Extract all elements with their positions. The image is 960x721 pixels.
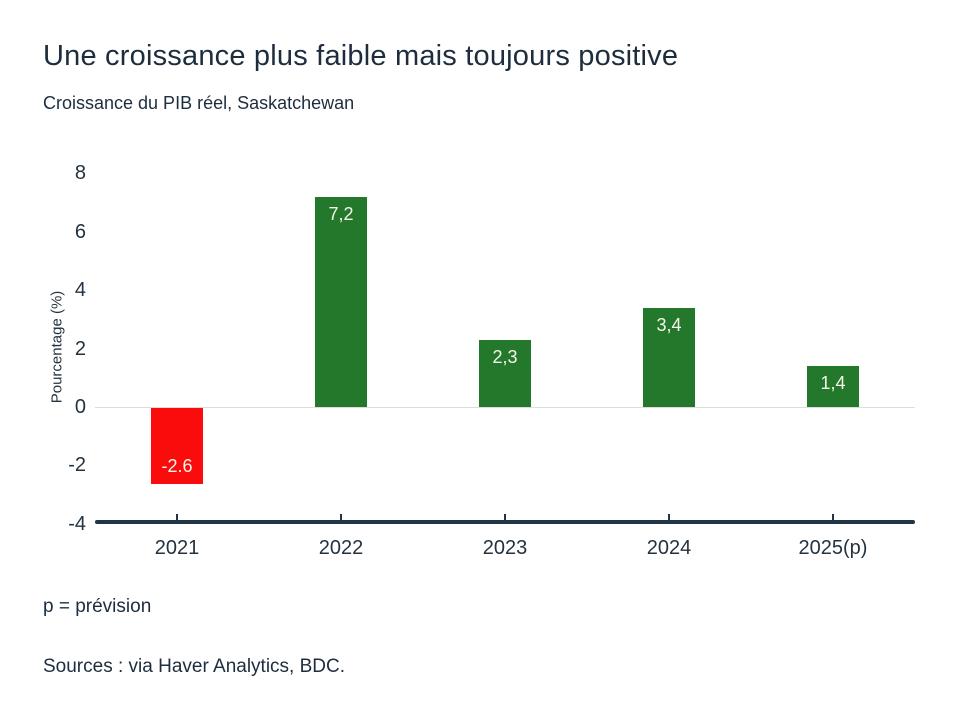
- y-tick-label: -4: [68, 512, 86, 535]
- bar-value-label: -2.6: [161, 455, 193, 476]
- forecast-note: p = prévision: [43, 596, 152, 617]
- sources-note: Sources : via Haver Analytics, BDC.: [43, 656, 345, 677]
- x-tick-mark: [504, 514, 506, 520]
- x-tick-label: 2025(p): [798, 537, 868, 559]
- y-tick-label: 4: [74, 279, 86, 302]
- y-tick-label: 8: [74, 162, 86, 185]
- bar-2024: [643, 307, 695, 407]
- y-tick-label: 6: [74, 220, 86, 243]
- x-tick-label: 2022: [318, 537, 364, 559]
- page-subtitle: Croissance du PIB réel, Saskatchewan: [43, 93, 355, 113]
- bar-value-label: 3,4: [656, 314, 682, 335]
- x-tick-mark: [340, 514, 342, 520]
- bar-2021: [151, 408, 203, 484]
- y-tick-label: -2: [68, 454, 86, 477]
- x-tick-label: 2021: [154, 537, 200, 559]
- y-tick-label: 2: [74, 337, 86, 360]
- x-axis-line: [95, 520, 915, 524]
- page-title: Une croissance plus faible mais toujours…: [43, 40, 679, 72]
- x-tick-label: 2023: [482, 537, 528, 559]
- bar-2022: [315, 196, 367, 407]
- x-tick-mark: [176, 514, 178, 520]
- x-tick-mark: [668, 514, 670, 520]
- x-tick-label: 2024: [646, 537, 692, 559]
- bar-2025(p): [807, 366, 859, 407]
- bar-value-label: 7,2: [328, 203, 354, 224]
- bar-value-label: 2,3: [492, 346, 518, 367]
- bar-2023: [479, 339, 531, 407]
- bar-value-label: 1,4: [820, 373, 846, 394]
- zero-gridline: [95, 407, 915, 408]
- x-tick-mark: [832, 514, 834, 520]
- y-tick-label: 0: [74, 396, 86, 418]
